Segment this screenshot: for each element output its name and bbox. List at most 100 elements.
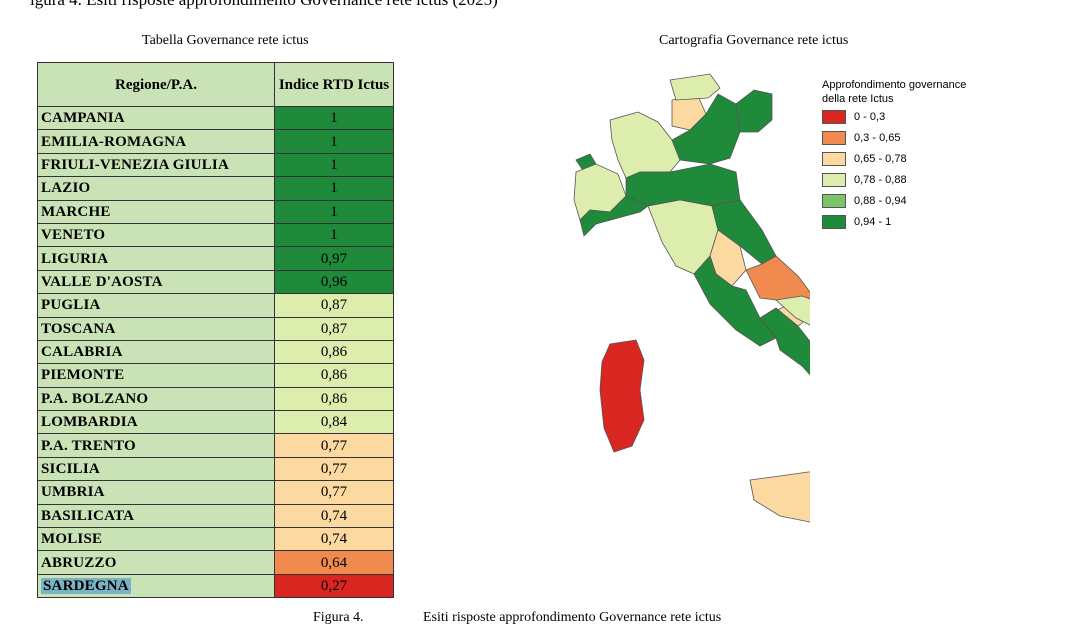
- table-title: Tabella Governance rete ictus: [142, 33, 309, 48]
- italy-map: [573, 73, 810, 523]
- region-name-text: LIGURIA: [41, 250, 109, 267]
- legend-item: 0 - 0,3: [822, 106, 992, 127]
- index-value: 1: [274, 105, 394, 131]
- index-value: 0,77: [274, 480, 394, 505]
- index-value: 0,84: [274, 410, 394, 435]
- region-name: CAMPANIA: [37, 105, 275, 131]
- table-row: P.A. TRENTO 0,77: [37, 433, 394, 458]
- legend-label: 0,88 - 0,94: [854, 194, 907, 207]
- region-name-text: PUGLIA: [41, 297, 101, 314]
- region-name: SICILIA: [37, 456, 275, 482]
- region-name-text: LOMBARDIA: [41, 414, 138, 431]
- region-name: FRIULI-VENEZIA GIULIA: [37, 152, 275, 178]
- index-value: 1: [274, 222, 394, 248]
- region-veneto: [671, 93, 741, 165]
- region-name: VENETO: [37, 222, 275, 248]
- legend-swatch: [822, 151, 846, 166]
- table-row: SICILIA 0,77: [37, 456, 394, 482]
- region-name: TOSCANA: [37, 316, 275, 341]
- index-value: 1: [274, 199, 394, 224]
- legend-label: 0,78 - 0,88: [854, 173, 907, 186]
- table-row: CALABRIA 0,86: [37, 339, 394, 365]
- region-name-text: CAMPANIA: [41, 110, 125, 127]
- index-value: 0,74: [274, 527, 394, 552]
- region-name-text: P.A. TRENTO: [41, 437, 136, 454]
- region-name: P.A. BOLZANO: [37, 386, 275, 412]
- index-value: 1: [274, 129, 394, 154]
- region-lombardia: [609, 111, 681, 179]
- region-name: PUGLIA: [37, 293, 275, 318]
- index-value: 0,74: [274, 503, 394, 529]
- region-name: LAZIO: [37, 176, 275, 201]
- region-name-text: VENETO: [41, 227, 106, 244]
- region-name: LOMBARDIA: [37, 410, 275, 435]
- index-value: 0,86: [274, 339, 394, 365]
- table-row: EMILIA-ROMAGNA 1: [37, 129, 394, 154]
- region-name-text: SICILIA: [41, 461, 100, 478]
- index-value: 0,97: [274, 246, 394, 271]
- table-row: VENETO 1: [37, 222, 394, 248]
- map-legend: Approfondimento governance della rete Ic…: [822, 78, 992, 232]
- legend-label: 0,65 - 0,78: [854, 152, 907, 165]
- region-campania: [759, 307, 810, 376]
- legend-swatch: [822, 172, 846, 187]
- table-row: P.A. BOLZANO 0,86: [37, 386, 394, 412]
- region-name: MOLISE: [37, 527, 275, 552]
- legend-swatch: [822, 130, 846, 145]
- region-name-text: SARDEGNA: [41, 578, 131, 594]
- region-name: LIGURIA: [37, 246, 275, 271]
- region-liguria: [579, 195, 649, 237]
- region-name-text: MOLISE: [41, 531, 103, 548]
- legend-item: 0,3 - 0,65: [822, 127, 992, 148]
- region-name-text: TOSCANA: [41, 320, 116, 337]
- table-row: UMBRIA 0,77: [37, 480, 394, 505]
- legend-item: 0,65 - 0,78: [822, 148, 992, 169]
- table-row: FRIULI-VENEZIA GIULIA 1: [37, 152, 394, 178]
- legend-item: 0,94 - 1: [822, 211, 992, 232]
- cut-off-heading: igura 4. Esiti risposte approfondimento …: [30, 0, 498, 10]
- region-name: P.A. TRENTO: [37, 433, 275, 458]
- index-value: 0,86: [274, 363, 394, 388]
- index-value: 1: [274, 176, 394, 201]
- legend-swatch: [822, 214, 846, 229]
- region-sardegna: [599, 339, 645, 453]
- legend-swatch: [822, 109, 846, 124]
- table-row: PUGLIA 0,87: [37, 293, 394, 318]
- region-name-text: MARCHE: [41, 203, 111, 220]
- index-value: 0,86: [274, 386, 394, 412]
- index-value: 1: [274, 152, 394, 178]
- figure-number: Figura 4.: [313, 610, 364, 625]
- legend-label: 0,94 - 1: [854, 215, 892, 228]
- index-value: 0,96: [274, 269, 394, 295]
- table-row: CAMPANIA 1: [37, 105, 394, 131]
- index-value: 0,64: [274, 550, 394, 575]
- region-name-text: LAZIO: [41, 180, 91, 197]
- region-name-text: BASILICATA: [41, 507, 135, 524]
- region-name-text: UMBRIA: [41, 484, 105, 501]
- table-row: ABRUZZO 0,64: [37, 550, 394, 575]
- legend-item: 0,78 - 0,88: [822, 169, 992, 190]
- map-title: Cartografia Governance rete ictus: [659, 33, 849, 48]
- region-name-text: CALABRIA: [41, 344, 123, 361]
- region-name: ABRUZZO: [37, 550, 275, 575]
- table-row: VALLE D'AOSTA 0,96: [37, 269, 394, 295]
- table-row: MARCHE 1: [37, 199, 394, 224]
- header-index: Indice RTD Ictus: [274, 62, 394, 107]
- region-name: PIEMONTE: [37, 363, 275, 388]
- table-row: BASILICATA 0,74: [37, 503, 394, 529]
- region-name-text: ABRUZZO: [41, 554, 117, 571]
- legend-label: 0 - 0,3: [854, 110, 886, 123]
- region-friuli: [735, 89, 773, 133]
- region-name-text: FRIULI-VENEZIA GIULIA: [41, 156, 229, 173]
- region-name: CALABRIA: [37, 339, 275, 365]
- index-value: 0,77: [274, 456, 394, 482]
- region-name: EMILIA-ROMAGNA: [37, 129, 275, 154]
- header-region: Regione/P.A.: [37, 62, 275, 107]
- region-name-text: EMILIA-ROMAGNA: [41, 133, 187, 150]
- table-row: LIGURIA 0,97: [37, 246, 394, 271]
- legend-item: 0,88 - 0,94: [822, 190, 992, 211]
- region-name-text: P.A. BOLZANO: [41, 390, 149, 407]
- legend-label: 0,3 - 0,65: [854, 131, 901, 144]
- governance-table: Regione/P.A. Indice RTD Ictus CAMPANIA 1 E…: [37, 62, 394, 599]
- region-name: MARCHE: [37, 199, 275, 224]
